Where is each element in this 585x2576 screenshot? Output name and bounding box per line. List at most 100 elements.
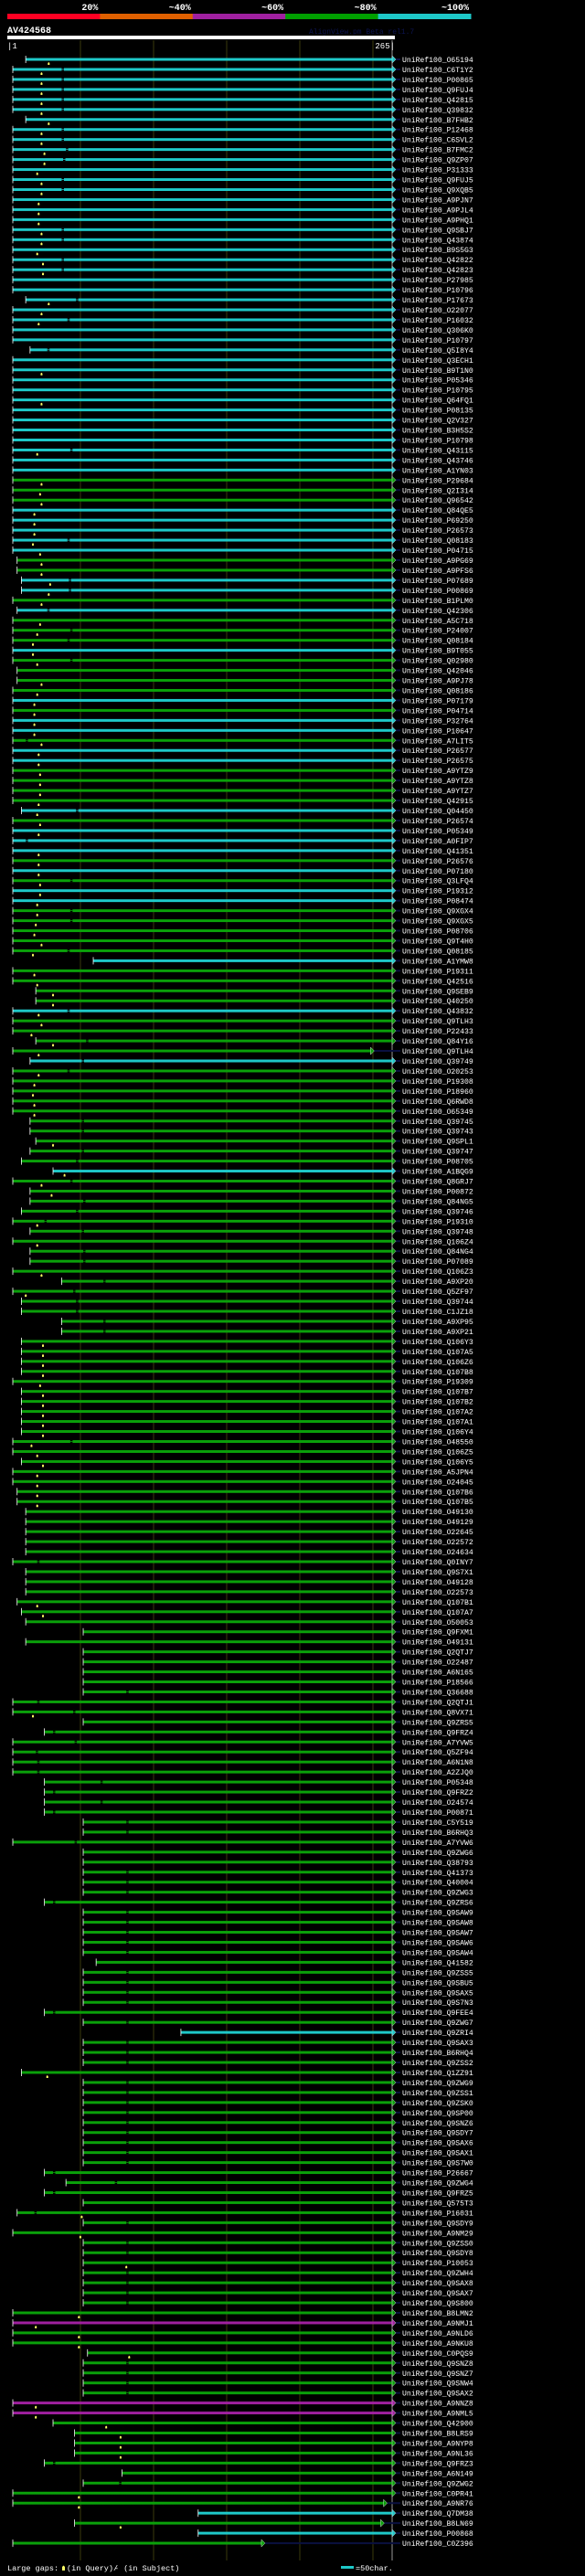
hit-row[interactable]: UniRef100_P10798: [12, 435, 473, 445]
hit-label[interactable]: UniRef100_Q9ZP07: [402, 157, 473, 165]
hit-row[interactable]: UniRef100_O49130: [25, 1507, 473, 1517]
hit-row[interactable]: UniRef100_Q106Z5: [12, 1447, 473, 1458]
hit-row[interactable]: UniRef100_P00869: [21, 586, 473, 596]
hit-label[interactable]: UniRef100_Q42046: [402, 668, 473, 676]
hit-row[interactable]: UniRef100_Q9SAX8: [82, 2278, 473, 2288]
hit-label[interactable]: UniRef100_Q106Z3: [402, 1268, 473, 1277]
hit-row[interactable]: UniRef100_Q9SEB9: [35, 986, 473, 997]
hit-label[interactable]: UniRef100_Q6RWD8: [402, 1098, 473, 1107]
hit-row[interactable]: UniRef100_Q42306: [16, 606, 473, 616]
hit-label[interactable]: UniRef100_Q42306: [402, 608, 473, 616]
hit-row[interactable]: UniRef100_P00872: [29, 1186, 473, 1197]
hit-row[interactable]: UniRef100_Q2V327: [12, 416, 473, 426]
hit-row[interactable]: UniRef100_O48550: [12, 1436, 473, 1447]
hit-row[interactable]: UniRef100_A9XP20: [61, 1277, 473, 1287]
hit-row[interactable]: UniRef100_A9PFS6: [16, 566, 473, 576]
hit-row[interactable]: UniRef100_Q9ZWG9: [82, 2078, 473, 2088]
hit-label[interactable]: UniRef100_P19308: [402, 1078, 473, 1087]
hit-label[interactable]: UniRef100_Q9SDY7: [402, 2130, 473, 2138]
hit-row[interactable]: UniRef100_A1BQG9: [52, 1167, 473, 1177]
hit-row[interactable]: UniRef100_P17673: [25, 295, 473, 306]
hit-row[interactable]: UniRef100_Q5ZF94: [12, 1747, 473, 1757]
hit-label[interactable]: UniRef100_Q8GRJ7: [402, 1179, 473, 1187]
hit-label[interactable]: UniRef100_O49130: [402, 1509, 473, 1517]
hit-row[interactable]: UniRef100_A9NMJ1: [12, 2318, 473, 2328]
hit-label[interactable]: UniRef100_Q9ZWG6: [402, 1850, 473, 1858]
hit-row[interactable]: UniRef100_B7FHB2: [25, 115, 473, 125]
hit-row[interactable]: UniRef100_Q42046: [16, 666, 473, 676]
hit-label[interactable]: UniRef100_O22645: [402, 1529, 473, 1537]
hit-row[interactable]: UniRef100_O50053: [25, 1617, 473, 1627]
hit-row[interactable]: UniRef100_P19310: [12, 1216, 473, 1227]
hit-row[interactable]: UniRef100_Q43832: [12, 1006, 473, 1017]
hit-row[interactable]: UniRef100_O49131: [25, 1638, 473, 1648]
hit-row[interactable]: UniRef100_P16032: [12, 315, 473, 325]
hit-row[interactable]: UniRef100_Q9XGX4: [12, 906, 473, 917]
hit-label[interactable]: UniRef100_A5JPN4: [402, 1468, 473, 1477]
hit-label[interactable]: UniRef100_O49129: [402, 1519, 473, 1527]
hit-label[interactable]: UniRef100_Q9FRZ5: [402, 2189, 473, 2198]
hit-label[interactable]: UniRef100_B8LMN2: [402, 2310, 473, 2318]
hit-label[interactable]: UniRef100_Q38793: [402, 1860, 473, 1868]
hit-label[interactable]: UniRef100_Q9FUJ4: [402, 87, 473, 95]
hit-row[interactable]: UniRef100_Q9SAW7: [82, 1928, 473, 1938]
hit-row[interactable]: UniRef100_A1YMW8: [92, 956, 473, 966]
hit-row[interactable]: UniRef100_Q9ZRI4: [180, 2028, 473, 2038]
hit-row[interactable]: UniRef100_Q9TLH3: [12, 1016, 473, 1027]
hit-row[interactable]: UniRef100_Q9SNZ8: [82, 2359, 473, 2369]
hit-label[interactable]: UniRef100_Q9ZSS1: [402, 2090, 473, 2098]
hit-label[interactable]: UniRef100_P16031: [402, 2210, 473, 2218]
hit-label[interactable]: UniRef100_O50053: [402, 1619, 473, 1627]
hit-row[interactable]: UniRef100_O24574: [44, 1797, 473, 1807]
hit-label[interactable]: UniRef100_Q106Y5: [402, 1458, 473, 1467]
hit-row[interactable]: UniRef100_Q107B6: [16, 1487, 473, 1498]
hit-row[interactable]: UniRef100_C1JZ18: [21, 1307, 473, 1317]
hit-label[interactable]: UniRef100_P12468: [402, 127, 473, 135]
hit-label[interactable]: UniRef100_Q40250: [402, 998, 473, 1006]
hit-row[interactable]: UniRef100_Q9ZWG7: [82, 2018, 473, 2028]
hit-row[interactable]: UniRef100_Q9SAW6: [82, 1937, 473, 1947]
hit-label[interactable]: UniRef100_A9NML5: [402, 2411, 473, 2419]
hit-row[interactable]: UniRef100_Q106Z4: [12, 1236, 473, 1247]
hit-label[interactable]: UniRef100_Q9FRZ2: [402, 1789, 473, 1797]
hit-label[interactable]: UniRef100_Q9ZSS0: [402, 2240, 473, 2248]
hit-row[interactable]: UniRef100_Q9SPL1: [35, 1137, 473, 1147]
hit-label[interactable]: UniRef100_P31333: [402, 167, 473, 175]
hit-label[interactable]: UniRef100_O20253: [402, 1068, 473, 1076]
hit-row[interactable]: UniRef100_Q9XGX5: [12, 917, 473, 927]
hit-row[interactable]: UniRef100_Q107B5: [16, 1497, 473, 1508]
hit-label[interactable]: UniRef100_P27985: [402, 277, 473, 285]
hit-row[interactable]: UniRef100_Q2QTJ1: [12, 1697, 473, 1707]
hit-row[interactable]: UniRef100_Q04450: [21, 806, 473, 816]
hit-label[interactable]: UniRef100_Q84Y16: [402, 1038, 473, 1046]
hit-label[interactable]: UniRef100_Q9ZRS6: [402, 1900, 473, 1908]
hit-row[interactable]: UniRef100_P07089: [29, 1256, 473, 1267]
hit-row[interactable]: UniRef100_Q9S800: [82, 2298, 473, 2308]
hit-label[interactable]: UniRef100_Q107A7: [402, 1609, 473, 1617]
hit-label[interactable]: UniRef100_Q41373: [402, 1870, 473, 1878]
hit-label[interactable]: UniRef100_A9PJL4: [402, 207, 473, 215]
hit-row[interactable]: UniRef100_Q9FXM1: [82, 1627, 473, 1638]
hit-label[interactable]: UniRef100_Q7DM38: [402, 2510, 473, 2518]
hit-row[interactable]: UniRef100_A9NKU8: [12, 2338, 473, 2348]
hit-label[interactable]: UniRef100_Q306K0: [402, 327, 473, 335]
hit-row[interactable]: UniRef100_Q42915: [12, 796, 473, 807]
hit-label[interactable]: UniRef100_Q9FRZ4: [402, 1729, 473, 1737]
hit-row[interactable]: UniRef100_Q41351: [12, 846, 473, 856]
hit-row[interactable]: UniRef100_A9NNZ8: [12, 2399, 473, 2409]
hit-row[interactable]: UniRef100_Q106Z6: [21, 1357, 473, 1367]
hit-row[interactable]: UniRef100_O22487: [82, 1658, 473, 1668]
hit-row[interactable]: UniRef100_Q106Y5: [21, 1457, 473, 1468]
hit-row[interactable]: UniRef100_Q9ZRS6: [44, 1898, 473, 1908]
hit-label[interactable]: UniRef100_A9NR76: [402, 2500, 473, 2508]
hit-label[interactable]: UniRef100_P07179: [402, 697, 473, 705]
hit-row[interactable]: UniRef100_Q9FEE4: [44, 2008, 473, 2018]
hit-row[interactable]: UniRef100_B9S5G3: [12, 245, 473, 256]
hit-row[interactable]: UniRef100_P10647: [12, 726, 473, 737]
hit-label[interactable]: UniRef100_P18566: [402, 1680, 473, 1688]
hit-label[interactable]: UniRef100_Q3LFQ4: [402, 878, 473, 886]
hit-label[interactable]: UniRef100_C6SVL2: [402, 137, 473, 145]
hit-row[interactable]: UniRef100_Q84Y16: [35, 1036, 473, 1047]
hit-label[interactable]: UniRef100_A9PHQ1: [402, 217, 473, 225]
hit-row[interactable]: UniRef100_P22433: [12, 1026, 473, 1037]
